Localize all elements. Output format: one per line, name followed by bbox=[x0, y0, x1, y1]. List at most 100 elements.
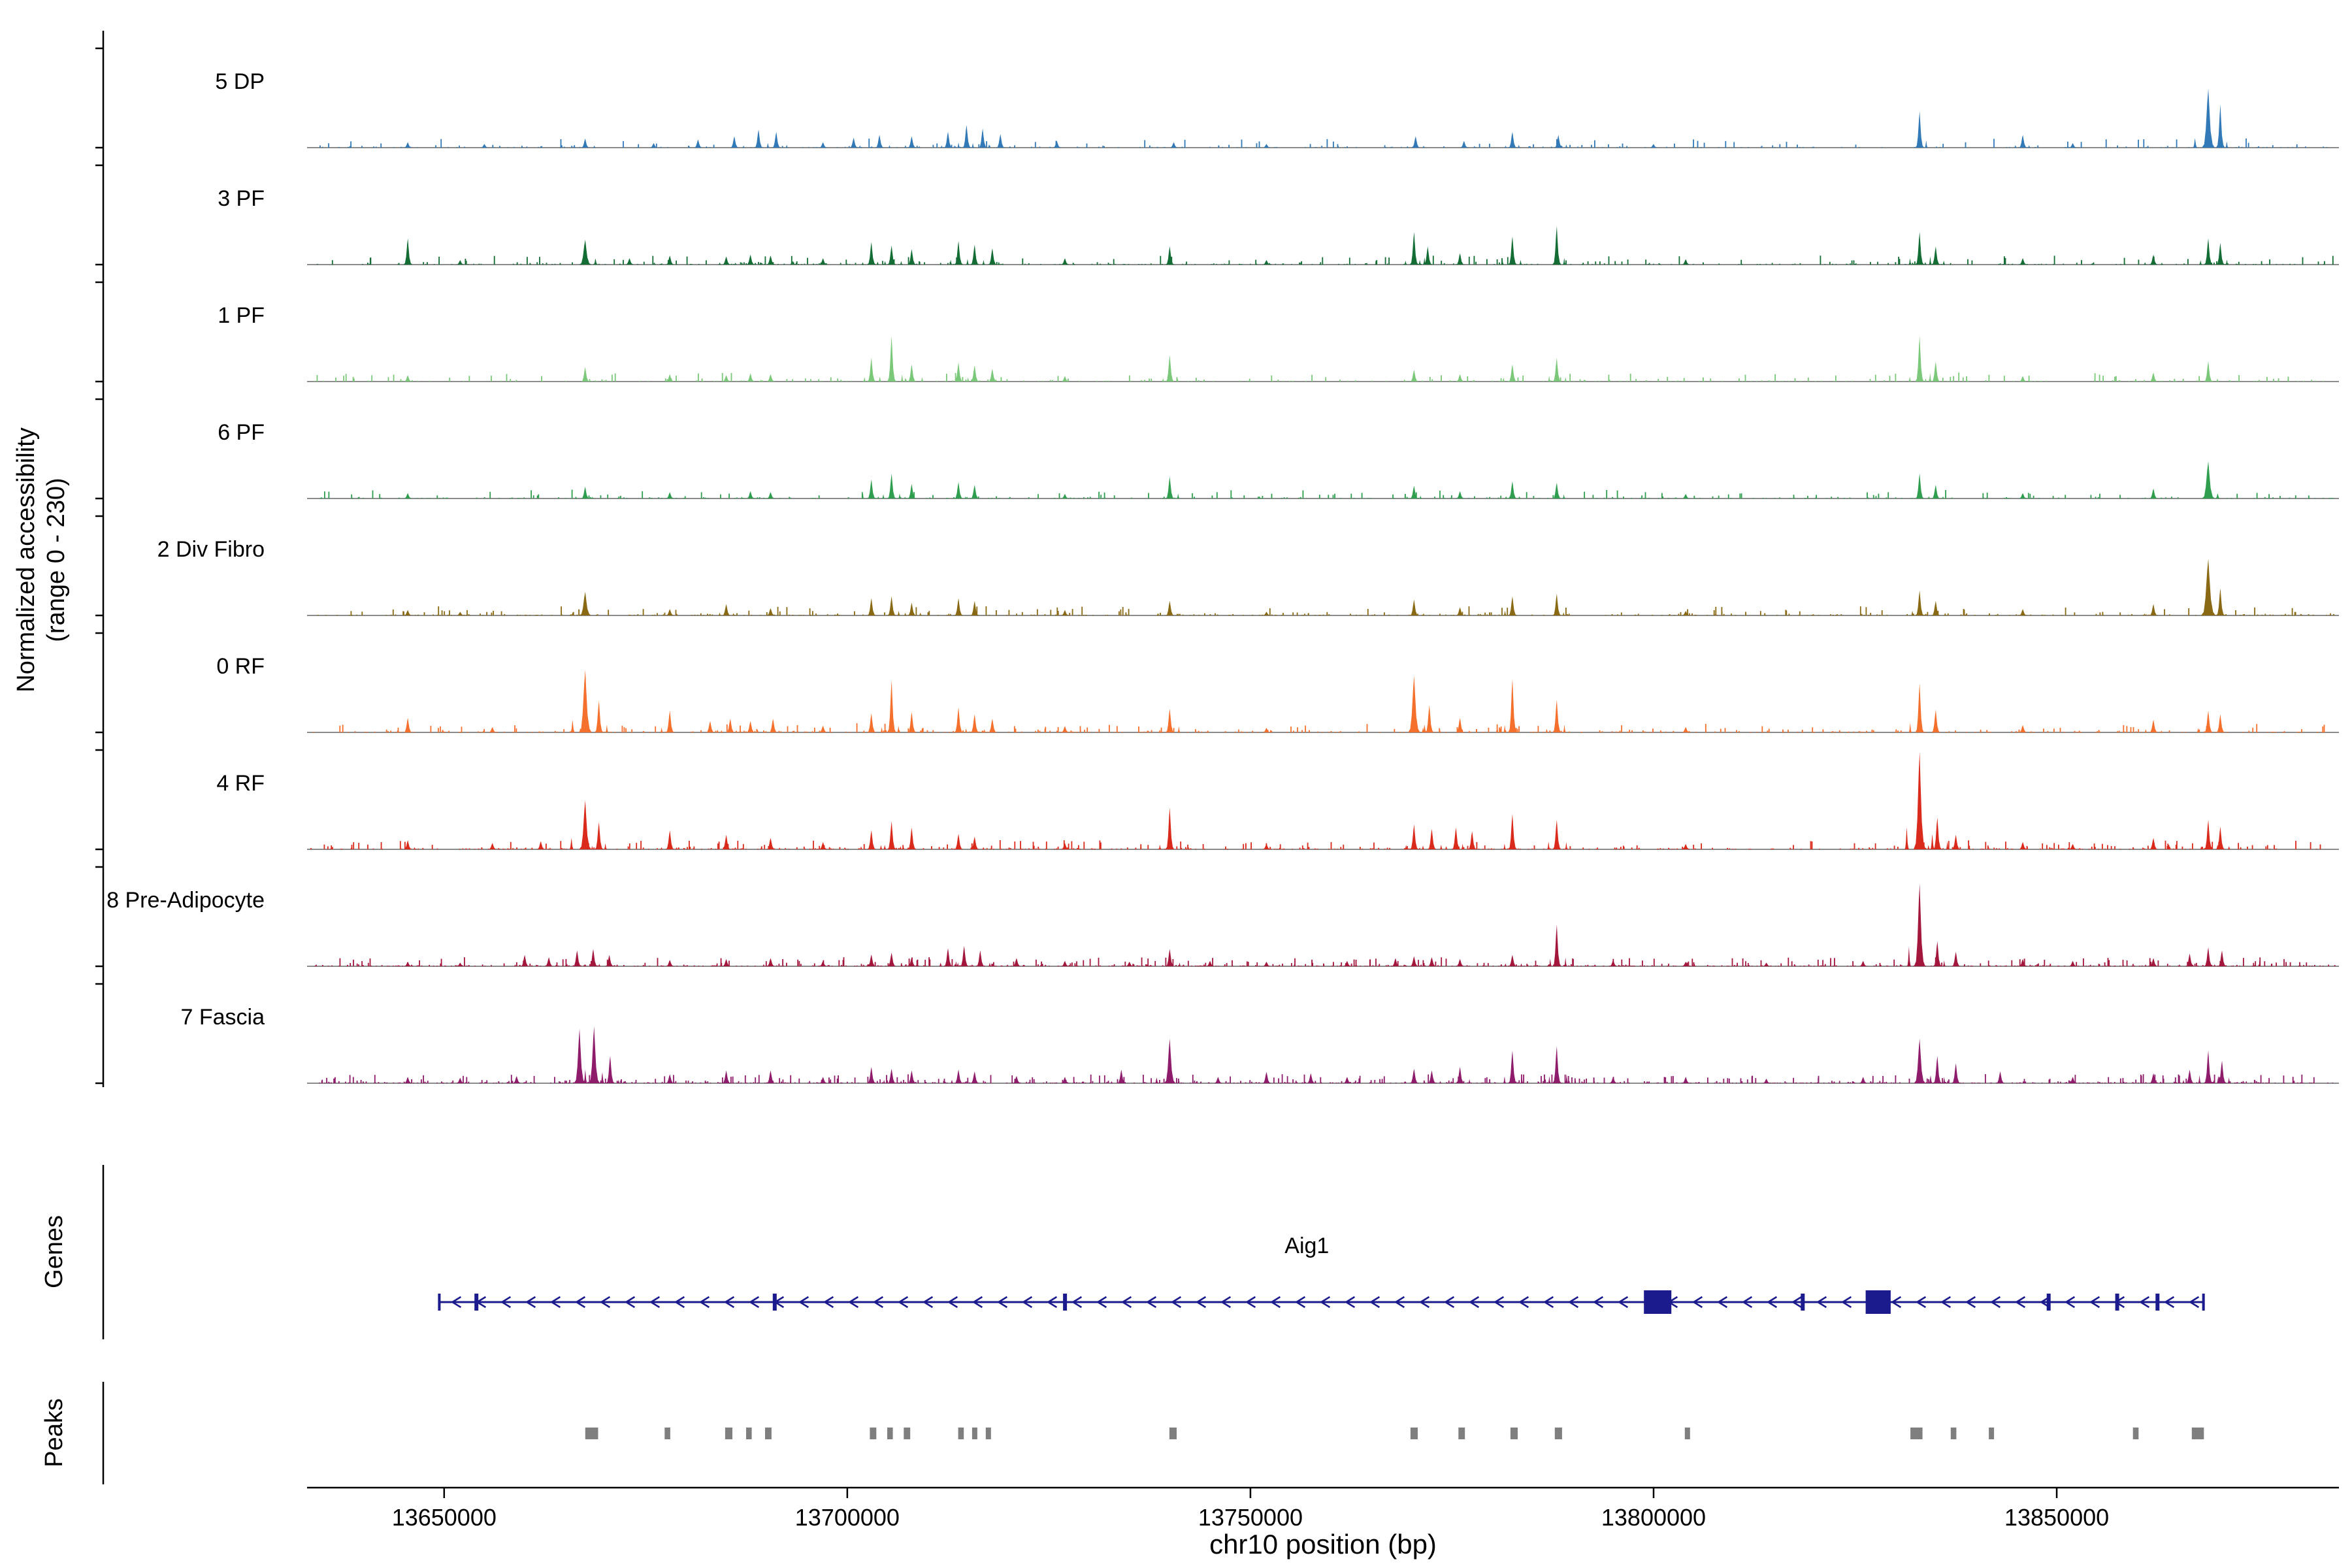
gene-strand-arrow bbox=[1890, 1296, 1902, 1309]
signal-peak bbox=[512, 1075, 521, 1083]
gene-strand-arrow bbox=[1418, 1296, 1430, 1309]
signal-peak bbox=[1931, 600, 1940, 615]
gene-strand-arrow bbox=[1245, 1296, 1256, 1309]
signal-peak bbox=[907, 364, 917, 382]
signal-peak bbox=[1456, 374, 1465, 382]
gene-strand-arrow bbox=[599, 1296, 611, 1309]
signal-peak bbox=[887, 596, 896, 615]
signal-peak bbox=[2149, 958, 2158, 966]
signal-peak bbox=[1408, 676, 1420, 732]
signal-peak bbox=[1762, 1079, 1771, 1083]
signal-peak bbox=[1165, 708, 1175, 732]
gene-strand-arrow bbox=[847, 1296, 859, 1309]
peak-region-box bbox=[585, 1428, 598, 1439]
signal-peak bbox=[962, 125, 972, 148]
signal-peak bbox=[2215, 104, 2225, 148]
signal-peak bbox=[1117, 1070, 1126, 1083]
signal-peak bbox=[766, 958, 776, 966]
signal-peak bbox=[2018, 725, 2027, 732]
peak-region-box bbox=[1458, 1428, 1465, 1439]
signal-peak bbox=[693, 139, 703, 148]
gene-strand-arrow bbox=[1791, 1296, 1803, 1309]
signal-peak bbox=[722, 1070, 731, 1083]
signal-peak bbox=[1427, 828, 1437, 849]
signal-peak bbox=[2018, 376, 2027, 382]
signal-peak bbox=[1427, 957, 1437, 966]
gene-strand-arrow bbox=[525, 1296, 536, 1309]
signal-peak bbox=[954, 362, 963, 382]
gene-strand-arrow bbox=[1145, 1296, 1157, 1309]
signal-peak bbox=[746, 491, 755, 498]
signal-peak bbox=[403, 610, 413, 615]
signal-peak bbox=[1409, 824, 1419, 849]
signal-peak bbox=[819, 841, 828, 849]
signal-peak bbox=[1165, 600, 1175, 615]
signal-peak bbox=[1165, 246, 1175, 265]
signal-peak bbox=[1508, 481, 1517, 498]
signal-peak bbox=[1508, 678, 1517, 732]
signal-peak bbox=[875, 135, 884, 148]
signal-peak bbox=[1060, 610, 1070, 615]
signal-peak bbox=[1933, 941, 1942, 966]
signal-peak bbox=[975, 950, 985, 966]
signal-peak bbox=[1409, 369, 1419, 382]
gene-strand-arrow bbox=[872, 1296, 884, 1309]
signal-peak bbox=[595, 700, 604, 732]
signal-peak bbox=[819, 258, 828, 265]
signal-peak bbox=[766, 608, 776, 615]
gene-strand-arrow bbox=[1021, 1296, 1033, 1309]
gene-strand-arrow bbox=[972, 1296, 983, 1309]
signal-peak bbox=[665, 830, 675, 849]
track-label: 4 RF bbox=[216, 771, 265, 796]
signal-peak bbox=[954, 240, 963, 265]
signal-peak bbox=[867, 242, 876, 265]
track-label: 6 PF bbox=[218, 420, 265, 445]
signal-peak bbox=[766, 255, 776, 265]
signal-peak bbox=[2215, 826, 2225, 849]
signal-peak bbox=[907, 136, 917, 148]
gene-exon-small bbox=[2046, 1294, 2051, 1311]
signal-peak bbox=[1125, 962, 1134, 966]
signal-peak bbox=[2204, 1050, 2213, 1083]
peak-region-box bbox=[1510, 1428, 1518, 1439]
signal-peak bbox=[1681, 494, 1691, 498]
signal-peak bbox=[887, 953, 896, 966]
signal-peak bbox=[1609, 1077, 1618, 1083]
signal-peak bbox=[746, 373, 755, 382]
peak-region-box bbox=[985, 1428, 991, 1439]
peak-region-box bbox=[2132, 1428, 2139, 1439]
signal-peak bbox=[649, 143, 659, 148]
signal-peak bbox=[907, 483, 917, 498]
gene-strand-arrow bbox=[1319, 1296, 1331, 1309]
signal-peak bbox=[2149, 488, 2158, 498]
gene-strand-arrow bbox=[1369, 1296, 1380, 1309]
gene-strand-arrow bbox=[1915, 1296, 1927, 1309]
signal-peak bbox=[665, 609, 675, 615]
signal-peak bbox=[1508, 596, 1517, 615]
signal-peak bbox=[746, 254, 755, 265]
signal-peak bbox=[455, 962, 465, 966]
track-label: 8 Pre-Adipocyte bbox=[106, 888, 265, 913]
signal-peak bbox=[954, 598, 963, 615]
signal-peak bbox=[2215, 242, 2225, 265]
x-axis-tick-label: 13700000 bbox=[795, 1504, 900, 1531]
signal-peak bbox=[1915, 473, 1924, 498]
signal-peak bbox=[1343, 960, 1352, 966]
signal-peak bbox=[988, 368, 997, 382]
signal-peak bbox=[2202, 461, 2215, 498]
signal-peak bbox=[867, 479, 876, 498]
signal-peak bbox=[665, 710, 675, 732]
signal-peak bbox=[1060, 1077, 1070, 1083]
gene-strand-arrow bbox=[1989, 1296, 2001, 1309]
signal-peak bbox=[1952, 834, 1961, 849]
peak-region-box bbox=[664, 1428, 670, 1439]
signal-peak bbox=[1262, 144, 1271, 148]
signal-peak bbox=[1552, 1046, 1561, 1083]
signal-peak bbox=[988, 248, 997, 265]
signal-peak bbox=[766, 1070, 776, 1083]
gene-exon-small bbox=[474, 1294, 479, 1311]
track-1-pf: 1 PF bbox=[218, 303, 2339, 382]
signal-peak bbox=[2149, 838, 2158, 849]
signal-peak bbox=[867, 713, 876, 732]
signal-peak bbox=[954, 482, 963, 498]
